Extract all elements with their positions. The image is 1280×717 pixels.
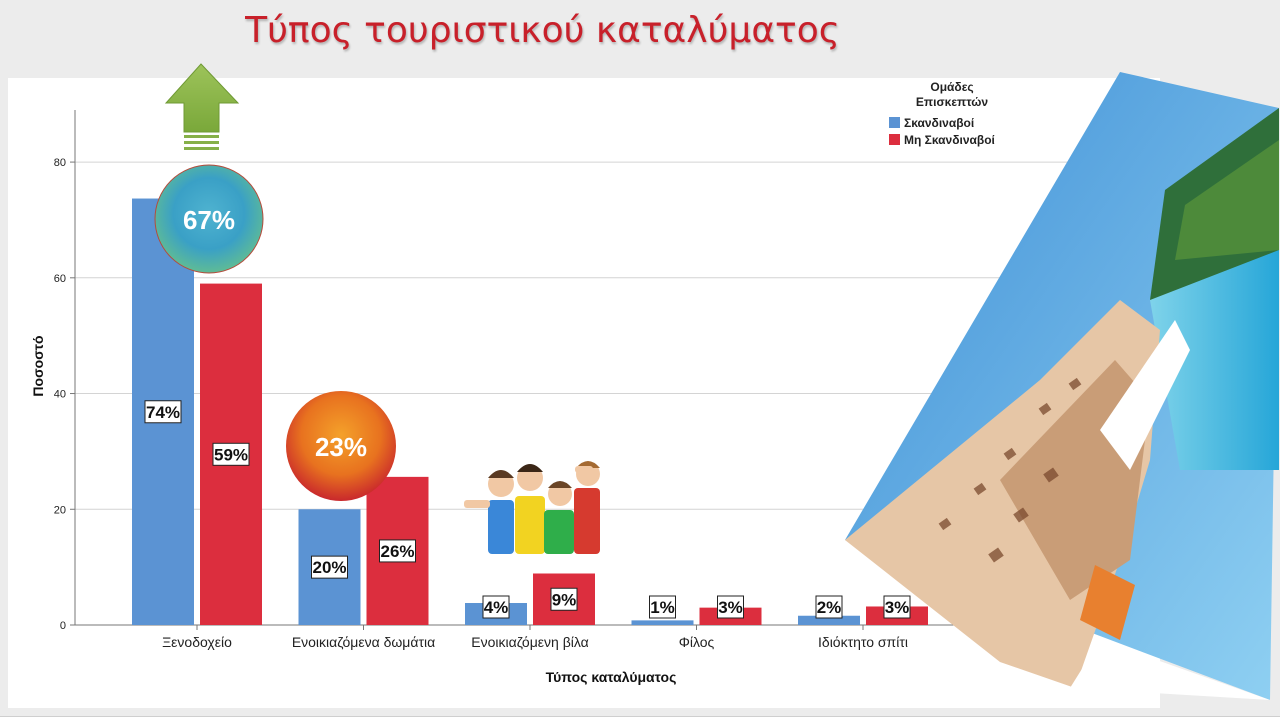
data-label-box-0-0 <box>144 400 182 424</box>
highlight-bubble-rooms: 23% <box>286 391 396 501</box>
data-label-1-1: 26% <box>380 542 414 561</box>
x-axis-title: Τύπος καταλύματος <box>546 669 677 685</box>
data-label-box-0-1 <box>311 555 348 579</box>
data-labels: 74% 20% 4% 1% 2% 59% 26% 9% 3% 3% <box>144 400 911 619</box>
category-label-0: Ξενοδοχείο <box>162 634 232 650</box>
data-label-box-1-0 <box>212 442 250 466</box>
y-tick-label-20: 20 <box>54 504 66 516</box>
legend-swatch-scandinavian <box>889 117 900 128</box>
data-label-box-1-2 <box>550 587 578 611</box>
data-label-0-1: 20% <box>312 558 346 577</box>
legend: Ομάδες Επισκεπτών Σκανδιναβοί Μη Σκανδιν… <box>876 78 1028 160</box>
highlight-text-rooms: 23% <box>315 432 367 462</box>
y-tick-label-60: 60 <box>54 273 66 285</box>
data-label-box-0-2 <box>482 595 510 619</box>
data-label-box-1-3 <box>717 595 744 619</box>
highlight-bubble-hotel: 67% <box>154 164 264 274</box>
category-label-4: Ιδιόκτητο σπίτι <box>818 634 908 650</box>
category-label-3: Φίλος <box>679 634 715 650</box>
data-label-box-0-3 <box>649 595 676 619</box>
legend-item-non-scandinavian: Μη Σκανδιναβοί <box>904 133 995 147</box>
legend-item-scandinavian: Σκανδιναβοί <box>904 116 974 130</box>
slide-title: Τύπος τουριστικού καταλύματος <box>245 10 840 51</box>
category-label-1: Ενοικιαζόμενα δωμάτια <box>292 634 435 650</box>
children-photo <box>464 461 600 554</box>
highlight-text-hotel: 67% <box>183 205 235 235</box>
category-labels: Ξενοδοχείο Ενοικιαζόμενα δωμάτια Ενοικιαζό… <box>162 625 1035 650</box>
hotel-photo <box>845 72 1279 700</box>
y-tick-label-40: 40 <box>54 389 66 401</box>
bar-scandinavian-3 <box>631 620 694 625</box>
category-label-2: Ενοικιαζόμενη βίλα <box>471 634 589 650</box>
y-axis-title: Ποσοστό <box>30 335 46 396</box>
bar-scandinavian-4 <box>798 615 860 625</box>
data-label-1-4: 3% <box>885 598 910 617</box>
bars <box>132 198 928 626</box>
data-label-0-0: 74% <box>146 403 180 422</box>
y-tick-label-0: 0 <box>60 620 66 632</box>
y-tick-label-80: 80 <box>54 157 66 169</box>
up-arrow-icon <box>164 63 240 150</box>
data-label-1-3: 3% <box>718 598 743 617</box>
data-label-1-2: 9% <box>552 590 577 609</box>
legend-swatch-non-scandinavian <box>889 134 900 145</box>
legend-title-line1: Ομάδες <box>930 80 973 94</box>
y-tick-labels: 0 20 40 60 80 <box>54 157 66 632</box>
legend-title-line2: Επισκεπτών <box>916 95 988 109</box>
data-label-0-3: 1% <box>650 598 675 617</box>
data-label-box-0-4 <box>815 595 843 619</box>
data-label-0-2: 4% <box>484 598 509 617</box>
data-label-0-4: 2% <box>817 598 842 617</box>
legend-box <box>876 78 1028 160</box>
data-label-1-0: 59% <box>214 445 248 464</box>
data-label-box-1-1 <box>379 539 416 563</box>
data-label-box-1-4 <box>883 595 911 619</box>
